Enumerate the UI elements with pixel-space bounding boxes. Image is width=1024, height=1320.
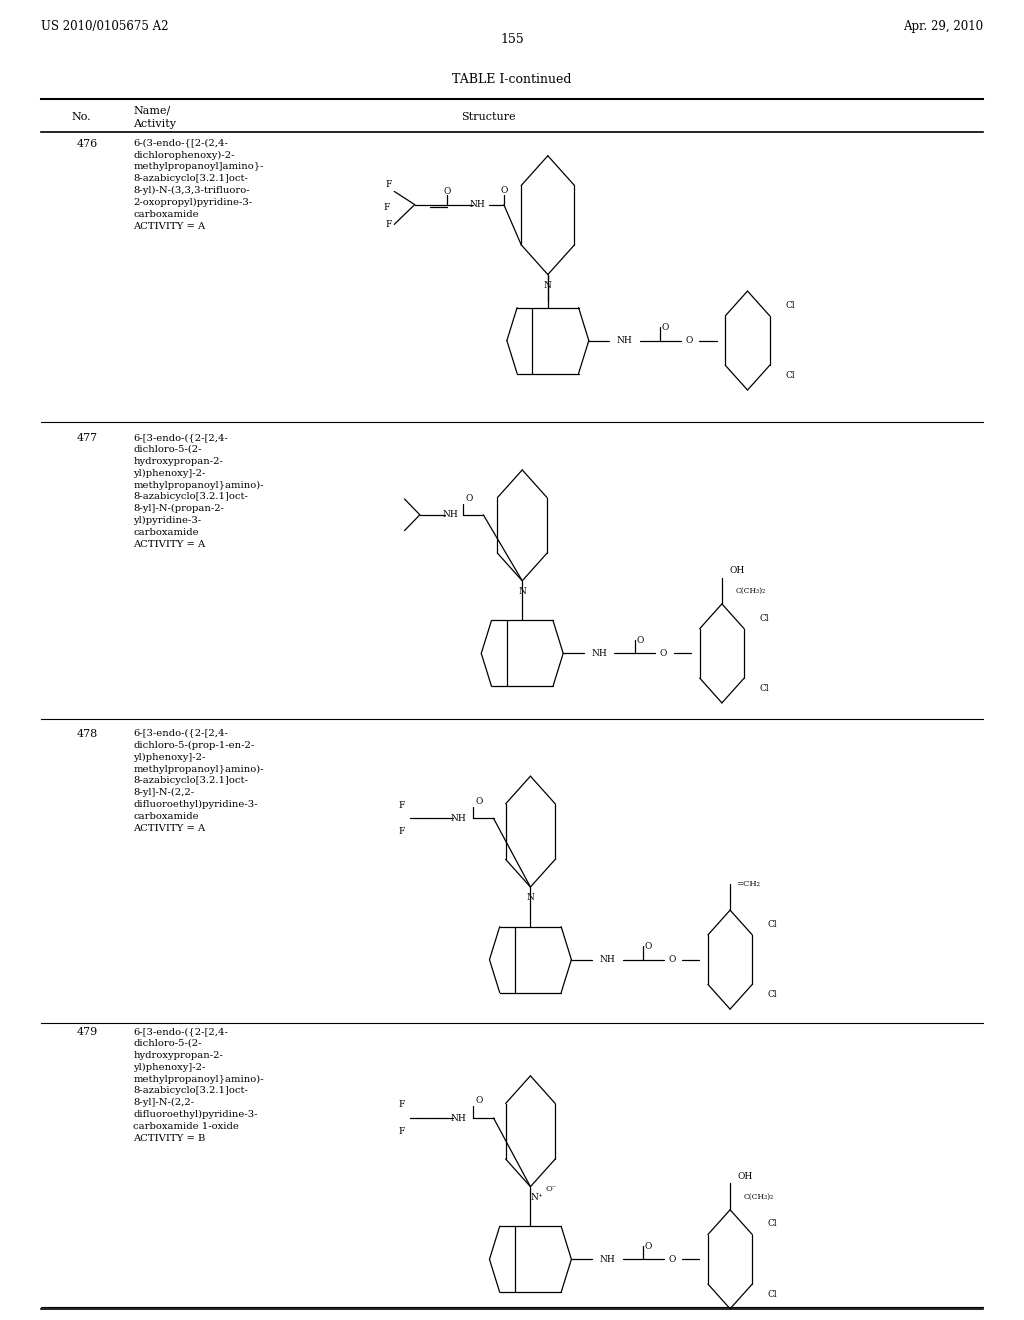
Text: Cl: Cl: [760, 684, 769, 693]
Text: O: O: [644, 1242, 652, 1250]
Text: C(CH₃)₂: C(CH₃)₂: [735, 586, 766, 595]
Text: 479: 479: [77, 1027, 98, 1038]
Text: 477: 477: [77, 433, 98, 444]
Text: O: O: [685, 337, 693, 345]
Text: 6-[3-endo-({2-[2,4-
dichloro-5-(prop-1-en-2-
yl)phenoxy]-2-
methylpropanoyl}amin: 6-[3-endo-({2-[2,4- dichloro-5-(prop-1-e…: [133, 729, 264, 833]
Text: 155: 155: [500, 33, 524, 46]
Text: Cl: Cl: [768, 1220, 777, 1229]
Text: 6-[3-endo-({2-[2,4-
dichloro-5-(2-
hydroxypropan-2-
yl)phenoxy]-2-
methylpropano: 6-[3-endo-({2-[2,4- dichloro-5-(2- hydro…: [133, 1027, 264, 1143]
Text: F: F: [398, 1101, 404, 1109]
Text: NH: NH: [599, 1255, 615, 1263]
Text: O: O: [475, 797, 483, 805]
Text: N: N: [544, 281, 552, 289]
Text: O: O: [662, 323, 670, 331]
Text: Apr. 29, 2010: Apr. 29, 2010: [903, 20, 983, 33]
Text: 6-[3-endo-({2-[2,4-
dichloro-5-(2-
hydroxypropan-2-
yl)phenoxy]-2-
methylpropano: 6-[3-endo-({2-[2,4- dichloro-5-(2- hydro…: [133, 433, 264, 549]
Text: F: F: [398, 828, 404, 836]
Text: O: O: [443, 187, 452, 195]
Text: Activity: Activity: [133, 119, 176, 129]
Text: F: F: [386, 220, 392, 228]
Text: Cl: Cl: [785, 371, 795, 380]
Text: NH: NH: [451, 1114, 467, 1122]
Text: Name/: Name/: [133, 106, 170, 116]
Text: NH: NH: [469, 201, 485, 209]
Text: NH: NH: [616, 337, 633, 345]
Text: F: F: [398, 801, 404, 809]
Text: 478: 478: [77, 729, 98, 739]
Text: Cl: Cl: [768, 990, 777, 999]
Text: N: N: [518, 587, 526, 595]
Text: Cl: Cl: [768, 1290, 777, 1299]
Text: NH: NH: [591, 649, 607, 657]
Text: O⁻: O⁻: [546, 1185, 556, 1193]
Text: OH: OH: [738, 1172, 753, 1181]
Text: O: O: [668, 956, 676, 964]
Text: TABLE I-continued: TABLE I-continued: [453, 73, 571, 86]
Text: 476: 476: [77, 139, 98, 149]
Text: F: F: [398, 1127, 404, 1135]
Text: O: O: [636, 636, 644, 644]
Text: NH: NH: [599, 956, 615, 964]
Text: NH: NH: [442, 511, 459, 519]
Text: NH: NH: [451, 814, 467, 822]
Text: =CH₂: =CH₂: [736, 879, 761, 888]
Text: O: O: [659, 649, 668, 657]
Text: Cl: Cl: [768, 920, 777, 929]
Text: OH: OH: [730, 566, 744, 576]
Text: O: O: [500, 186, 508, 194]
Text: Cl: Cl: [785, 301, 795, 310]
Text: N⁺: N⁺: [530, 1193, 543, 1201]
Text: Structure: Structure: [461, 112, 515, 123]
Text: O: O: [475, 1097, 483, 1105]
Text: US 2010/0105675 A2: US 2010/0105675 A2: [41, 20, 169, 33]
Text: 6-(3-endo-{[2-(2,4-
dichlorophenoxy)-2-
methylpropanoyl]amino}-
8-azabicyclo[3.2: 6-(3-endo-{[2-(2,4- dichlorophenoxy)-2- …: [133, 139, 263, 231]
Text: C(CH₃)₂: C(CH₃)₂: [743, 1192, 774, 1201]
Text: No.: No.: [72, 112, 91, 123]
Text: Cl: Cl: [760, 614, 769, 623]
Text: F: F: [384, 203, 390, 211]
Text: O: O: [668, 1255, 676, 1263]
Text: O: O: [644, 942, 652, 950]
Text: F: F: [386, 181, 392, 189]
Text: N: N: [526, 894, 535, 902]
Text: O: O: [465, 495, 473, 503]
